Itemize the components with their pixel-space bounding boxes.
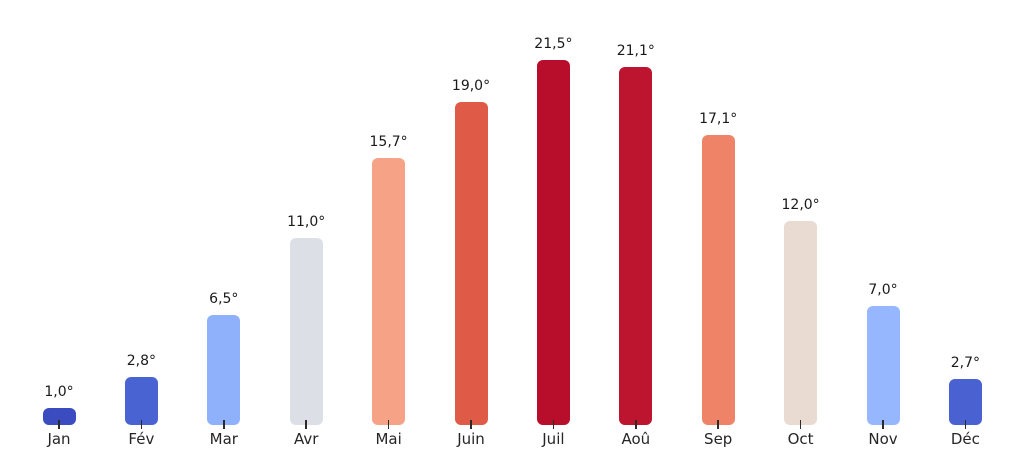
x-axis-tick — [140, 420, 143, 429]
x-axis-label: Oct — [787, 430, 814, 448]
x-axis-label: Mai — [375, 430, 402, 448]
x-axis-tick — [305, 420, 307, 429]
bar-value-label: 21,1° — [616, 43, 655, 60]
bar-value-label: 21,5° — [534, 36, 573, 53]
x-axis-tick — [470, 420, 472, 429]
bar — [701, 135, 735, 425]
x-axis-label: Déc — [950, 430, 980, 448]
x-axis-label: Nov — [868, 430, 898, 448]
x-axis-tick — [552, 420, 555, 429]
bar — [619, 67, 653, 425]
bar-value-label: 6,5° — [209, 291, 239, 308]
bar — [454, 102, 488, 425]
bar-value-label: 19,0° — [451, 78, 491, 95]
bar-value-label: 1,0° — [44, 384, 74, 401]
bar-value-label: 2,8° — [126, 353, 157, 370]
x-axis-tick — [799, 420, 802, 429]
x-axis-label: Mar — [209, 430, 238, 448]
bar — [42, 408, 76, 425]
x-axis-tick — [882, 420, 884, 429]
x-axis-label: Sep — [704, 430, 733, 448]
bar — [784, 221, 818, 425]
x-axis-tick — [964, 420, 967, 429]
x-axis-tick — [223, 420, 225, 429]
x-axis-tick — [635, 420, 637, 429]
bar — [866, 306, 900, 425]
bar-value-label: 17,1° — [699, 111, 738, 128]
bar — [948, 379, 982, 425]
x-axis-label: Fév — [128, 430, 155, 448]
bar-value-label: 2,7° — [950, 355, 981, 372]
x-axis-label: Juin — [457, 430, 485, 448]
bar-value-label: 7,0° — [868, 282, 898, 299]
bar-value-label: 12,0° — [781, 197, 820, 214]
x-axis-tick — [387, 420, 390, 429]
x-axis-tick — [58, 420, 60, 429]
x-axis-label: Avr — [293, 430, 319, 448]
bar — [372, 158, 406, 425]
x-axis-label: Aoû — [621, 430, 651, 448]
x-axis-label: Juil — [542, 430, 565, 448]
bar-value-label: 15,7° — [369, 134, 408, 151]
x-axis-tick — [717, 420, 719, 429]
bar — [124, 377, 158, 425]
bar — [207, 315, 241, 425]
bar — [536, 60, 570, 425]
bar — [289, 238, 323, 425]
x-axis-label: Jan — [47, 430, 71, 448]
bar-value-label: 11,0° — [287, 214, 326, 231]
